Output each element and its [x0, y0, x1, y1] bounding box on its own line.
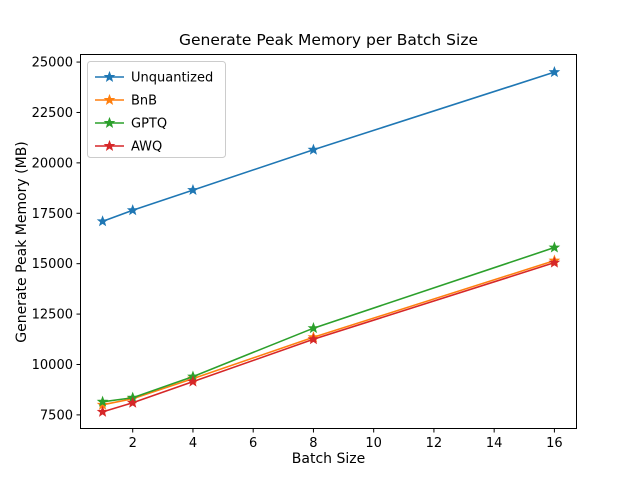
series-marker-awq	[126, 396, 139, 408]
series-marker-unquantized	[548, 66, 561, 78]
y-tick-label: 7500	[40, 408, 73, 423]
legend-label-gptq: GPTQ	[131, 117, 167, 132]
series-marker-gptq	[548, 241, 561, 253]
legend-marker-gptq	[103, 116, 116, 128]
series-marker-unquantized	[187, 183, 199, 196]
legend-marker-unquantized	[103, 70, 116, 82]
series-line-awq	[102, 261, 555, 413]
series-marker-gptq	[307, 322, 320, 334]
series-marker-unquantized	[126, 204, 139, 216]
series-line-bnb	[102, 259, 555, 406]
series-marker-awq	[187, 375, 199, 387]
series-line-gptq	[102, 246, 555, 403]
x-tick-label: 16	[546, 436, 563, 451]
axes-border	[80, 54, 577, 429]
x-tick-label: 12	[426, 436, 443, 451]
y-tick-label: 20000	[32, 156, 73, 171]
legend-box	[87, 61, 226, 158]
x-tick-label: 2	[129, 436, 137, 451]
series-marker-awq	[307, 333, 320, 345]
x-tick-label: 14	[486, 436, 503, 451]
y-axis-label: Generate Peak Memory (MB)	[14, 140, 30, 343]
y-tick-label: 22500	[32, 106, 73, 121]
legend-label-bnb: BnB	[131, 94, 157, 109]
legend-label-unquantized: Unquantized	[131, 71, 213, 86]
series-marker-unquantized	[307, 143, 320, 155]
legend-marker-bnb	[103, 93, 116, 105]
x-tick-label: 4	[189, 436, 197, 451]
y-tick-label: 17500	[32, 207, 73, 222]
y-tick-label: 15000	[32, 257, 73, 272]
legend-label-awq: AWQ	[131, 140, 162, 155]
y-tick-label: 12500	[32, 308, 73, 323]
series-marker-unquantized	[96, 215, 109, 227]
x-tick-label: 10	[365, 436, 382, 451]
series-marker-awq	[548, 256, 561, 268]
y-tick-label: 25000	[32, 56, 73, 71]
y-axis-label-container: Generate Peak Memory (MB)	[4, 54, 40, 429]
x-axis-label: Batch Size	[291, 451, 366, 467]
chart-title: Generate Peak Memory per Batch Size	[179, 31, 478, 49]
x-tick-label: 6	[249, 436, 257, 451]
x-tick-label: 8	[309, 436, 317, 451]
legend-marker-awq	[103, 139, 116, 151]
series-marker-awq	[96, 405, 109, 417]
series-marker-gptq	[96, 395, 109, 407]
y-tick-label: 10000	[32, 358, 73, 373]
